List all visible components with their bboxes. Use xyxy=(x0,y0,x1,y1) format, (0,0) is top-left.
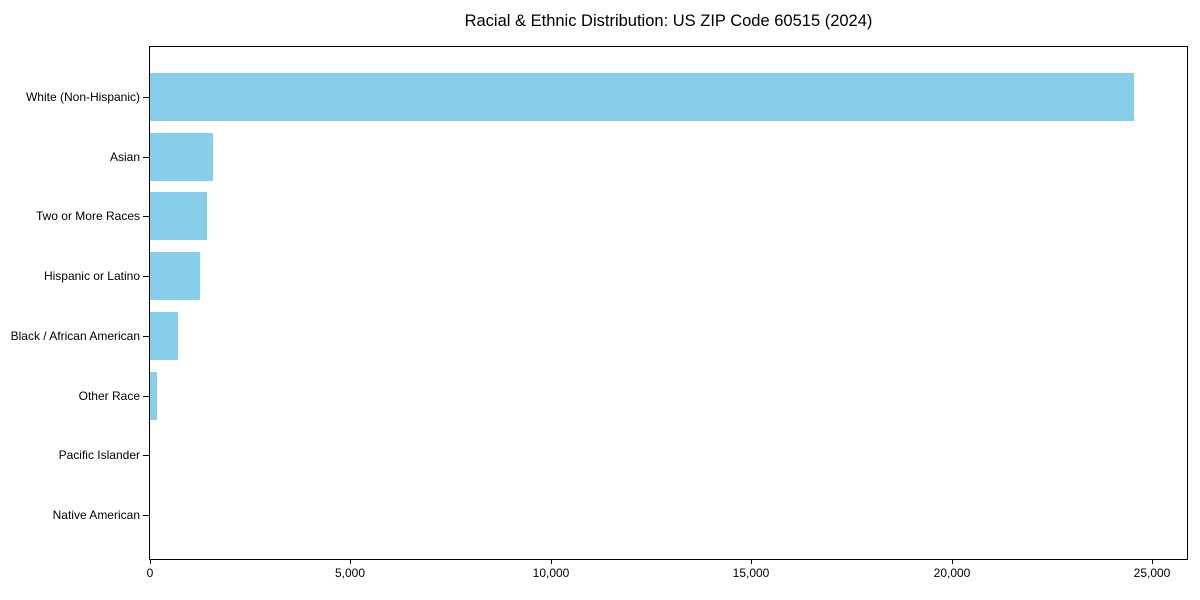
y-tick-label: Native American xyxy=(52,507,140,522)
y-tick-mark xyxy=(143,514,149,516)
x-tick-label: 0 xyxy=(146,566,154,580)
y-tick-label: Black / African American xyxy=(10,328,140,343)
x-tick-label: 5,000 xyxy=(334,566,366,580)
x-tick-label: 25,000 xyxy=(1133,566,1171,580)
bar xyxy=(150,311,178,360)
y-tick-mark xyxy=(143,335,149,337)
y-tick-label: Hispanic or Latino xyxy=(43,269,140,284)
x-tick-mark xyxy=(1152,559,1153,564)
bar xyxy=(150,192,207,241)
y-tick-label: Asian xyxy=(109,149,140,164)
y-tick-mark xyxy=(143,97,149,98)
x-tick-mark xyxy=(350,559,351,564)
y-tick-mark xyxy=(143,395,149,397)
bar xyxy=(150,73,1134,121)
y-tick-label: Other Race xyxy=(78,388,140,403)
bar xyxy=(150,132,213,181)
plot-area xyxy=(149,46,1188,560)
x-tick-mark xyxy=(150,559,151,564)
y-tick-mark xyxy=(143,455,149,457)
x-tick-label: 10,000 xyxy=(532,566,570,580)
y-tick-label: Two or More Races xyxy=(35,209,140,224)
y-tick-mark xyxy=(143,216,149,218)
x-tick-mark xyxy=(952,559,953,564)
x-tick-mark xyxy=(751,559,752,564)
x-tick-label: 15,000 xyxy=(732,566,770,580)
x-tick-label: 20,000 xyxy=(933,566,971,580)
y-tick-label: White (Non-Hispanic) xyxy=(25,90,140,104)
y-tick-mark xyxy=(143,156,149,158)
chart-title: Racial & Ethnic Distribution: US ZIP Cod… xyxy=(464,12,873,30)
y-tick-mark xyxy=(143,276,149,278)
bar xyxy=(150,252,200,301)
bar xyxy=(150,371,157,420)
x-tick-mark xyxy=(551,559,552,564)
y-tick-label: Pacific Islander xyxy=(58,448,140,463)
